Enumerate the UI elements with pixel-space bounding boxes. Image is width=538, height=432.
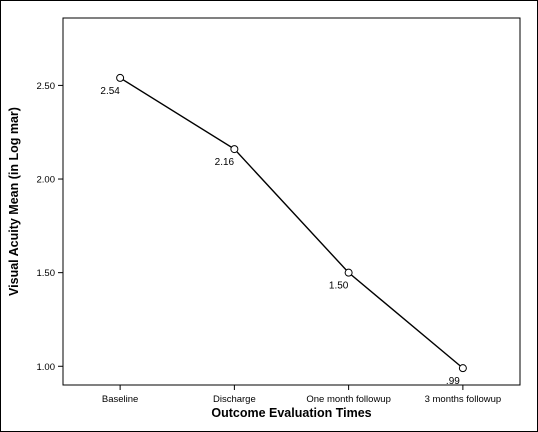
y-axis: 1.00 1.50 2.00 2.50 — [37, 81, 63, 373]
data-point — [344, 268, 353, 277]
series-line — [119, 77, 464, 369]
y-axis-title: Visual Acuity Mean (in Log mar) — [7, 107, 21, 296]
data-point — [458, 364, 467, 373]
x-tick-label: Discharge — [213, 394, 256, 405]
y-tick-label: 1.50 — [37, 268, 56, 279]
y-tick-label: 2.50 — [37, 81, 56, 92]
x-axis: Baseline Discharge One month followup 3 mon… — [102, 385, 501, 405]
data-label: .99 — [446, 376, 460, 387]
data-label: 2.54 — [100, 86, 120, 97]
x-axis-title: Outcome Evaluation Times — [211, 406, 371, 420]
y-tick-label: 1.00 — [37, 362, 56, 373]
x-tick-label: 3 months followup — [425, 394, 502, 405]
data-label: 1.50 — [329, 281, 349, 292]
series-group: 2.54 2.16 1.50 .99 — [100, 73, 467, 387]
plot-area — [62, 17, 521, 386]
data-point — [116, 73, 125, 82]
data-label: 2.16 — [215, 157, 235, 168]
plot-border — [62, 17, 521, 386]
data-point — [230, 145, 239, 154]
x-tick-label: One month followup — [306, 394, 391, 405]
x-tick-label: Baseline — [102, 394, 138, 405]
y-tick-label: 2.00 — [37, 175, 56, 186]
